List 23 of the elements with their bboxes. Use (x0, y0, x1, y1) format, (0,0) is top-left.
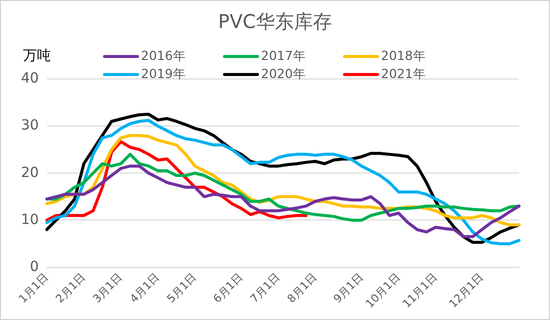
x-tick-label: 4月1日 (127, 270, 162, 306)
y-tick-label: 40 (20, 70, 39, 87)
x-tick-label: 3月1日 (90, 270, 126, 306)
y-tick-label: 10 (20, 212, 39, 228)
x-tick-label: 9月1日 (331, 270, 366, 306)
x-tick-label: 11月1日 (400, 270, 440, 310)
x-tick-label: 7月1日 (248, 270, 282, 306)
chart-title: PVC华东库存 (217, 10, 333, 35)
legend-label: 2019年 (141, 66, 186, 83)
x-tick-label: 5月1日 (164, 270, 200, 306)
x-tick-label: 8月1日 (284, 270, 320, 306)
legend-label: 2017年 (261, 48, 306, 65)
legend-label: 2018年 (381, 48, 426, 65)
legend-label: 2021年 (381, 66, 426, 83)
x-tick-label: 10月1日 (363, 270, 403, 310)
y-tick-label: 30 (20, 118, 39, 134)
y-tick-label: 20 (20, 164, 39, 181)
legend-label: 2020年 (261, 66, 306, 83)
x-tick-label: 6月1日 (210, 270, 246, 306)
legend-label: 2016年 (141, 48, 186, 65)
x-tick-label: 12月1日 (446, 270, 486, 310)
x-tick-label: 2月1日 (53, 270, 88, 306)
y-axis-title: 万吨 (23, 47, 51, 65)
